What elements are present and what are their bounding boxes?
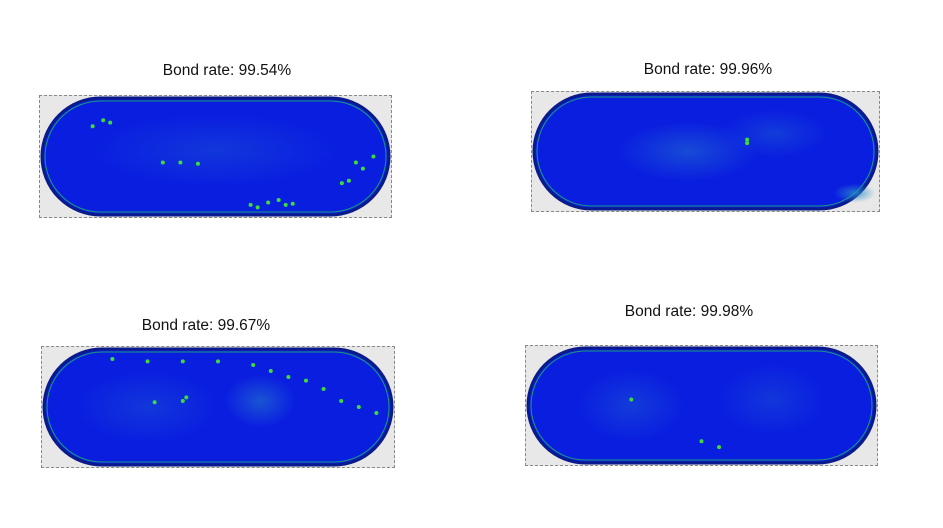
weak-bond-region xyxy=(719,363,825,436)
defect-spot xyxy=(90,124,95,129)
weak-bond-region xyxy=(618,121,758,182)
defect-spot xyxy=(283,202,288,207)
scan-graphic xyxy=(42,347,394,467)
weak-bond-region xyxy=(833,183,876,203)
panel-1-label: Bond rate: 99.54% xyxy=(162,62,292,79)
defect-spot xyxy=(699,439,704,444)
defect-spot xyxy=(717,445,722,450)
defect-spot xyxy=(371,154,376,159)
defect-spot xyxy=(268,369,273,373)
panel-2-label: Bond rate: 99.96% xyxy=(643,61,773,78)
defect-spot xyxy=(356,405,361,409)
defect-spot xyxy=(108,120,113,125)
edge-ring xyxy=(530,350,873,461)
weak-bond-region xyxy=(578,369,684,442)
defect-spot xyxy=(339,399,344,403)
weak-bond-region xyxy=(225,374,296,428)
scan-graphic xyxy=(526,346,877,465)
defect-spot xyxy=(360,166,365,171)
panel-3-scan-image xyxy=(41,346,395,468)
defect-spot xyxy=(145,359,150,364)
weak-bond-region xyxy=(92,114,339,187)
defect-spot xyxy=(629,397,634,402)
defect-spot xyxy=(290,201,295,206)
defect-spot xyxy=(110,357,115,361)
defect-spot xyxy=(304,378,308,383)
scan-graphic xyxy=(40,96,391,217)
edge-ring xyxy=(46,351,390,463)
defect-spot xyxy=(180,359,185,364)
defect-spot xyxy=(353,160,358,165)
defect-spot xyxy=(152,400,157,405)
panel-1-scan-image xyxy=(39,95,392,218)
defect-spot xyxy=(255,205,260,210)
defect-spot xyxy=(251,363,256,367)
defect-spot xyxy=(195,161,200,166)
scan-graphic xyxy=(532,92,879,211)
defect-spot xyxy=(178,160,183,165)
defect-spot xyxy=(180,399,185,403)
edge-ring xyxy=(44,100,387,213)
defect-spot xyxy=(160,160,165,165)
defect-spot xyxy=(248,202,253,207)
weak-bond-region xyxy=(77,371,218,443)
defect-spot xyxy=(339,181,344,186)
defect-spot xyxy=(321,387,326,391)
defect-spot xyxy=(745,137,750,142)
defect-spot xyxy=(276,198,281,203)
edge-ring xyxy=(536,96,875,207)
panel-2-scan-image xyxy=(531,91,880,212)
defect-spot xyxy=(286,375,291,379)
panel-3-label: Bond rate: 99.67% xyxy=(141,317,271,334)
defect-spot xyxy=(266,200,271,205)
panel-4-scan-image xyxy=(525,345,878,466)
panel-4-label: Bond rate: 99.98% xyxy=(624,303,754,320)
defect-spot xyxy=(745,141,750,146)
defect-spot xyxy=(101,118,106,123)
defect-spot xyxy=(346,178,351,183)
weak-bond-region xyxy=(722,109,827,158)
defect-spot xyxy=(184,395,189,400)
defect-spot xyxy=(374,411,379,415)
defect-spot xyxy=(216,359,220,364)
